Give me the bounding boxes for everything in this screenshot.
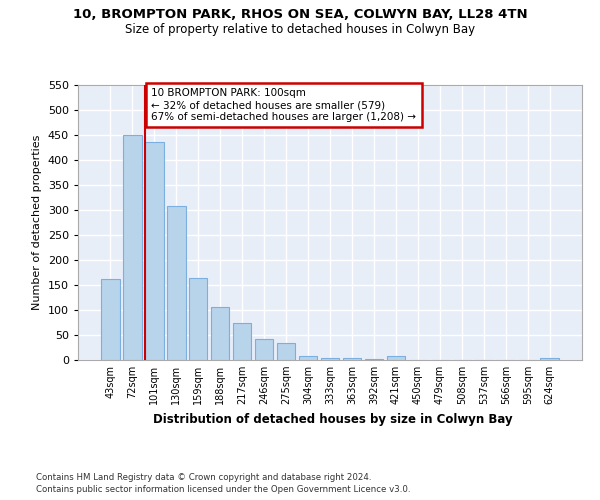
Text: 10 BROMPTON PARK: 100sqm
← 32% of detached houses are smaller (579)
67% of semi-: 10 BROMPTON PARK: 100sqm ← 32% of detach…	[151, 88, 416, 122]
Text: Contains public sector information licensed under the Open Government Licence v3: Contains public sector information licen…	[36, 485, 410, 494]
Bar	[541, 358, 559, 360]
Bar	[299, 356, 317, 360]
Bar	[211, 306, 229, 360]
Bar	[189, 278, 208, 360]
Bar	[365, 359, 383, 360]
Bar	[123, 135, 142, 360]
Bar	[145, 142, 164, 360]
Text: Size of property relative to detached houses in Colwyn Bay: Size of property relative to detached ho…	[125, 22, 475, 36]
Bar	[343, 358, 361, 360]
Text: 10, BROMPTON PARK, RHOS ON SEA, COLWYN BAY, LL28 4TN: 10, BROMPTON PARK, RHOS ON SEA, COLWYN B…	[73, 8, 527, 20]
Text: Distribution of detached houses by size in Colwyn Bay: Distribution of detached houses by size …	[153, 412, 513, 426]
Bar	[233, 322, 251, 360]
Bar	[320, 358, 340, 360]
Bar	[277, 343, 295, 360]
Bar	[255, 338, 274, 360]
Bar	[167, 206, 185, 360]
Bar	[386, 356, 405, 360]
Text: Contains HM Land Registry data © Crown copyright and database right 2024.: Contains HM Land Registry data © Crown c…	[36, 472, 371, 482]
Y-axis label: Number of detached properties: Number of detached properties	[32, 135, 42, 310]
Bar	[101, 278, 119, 360]
